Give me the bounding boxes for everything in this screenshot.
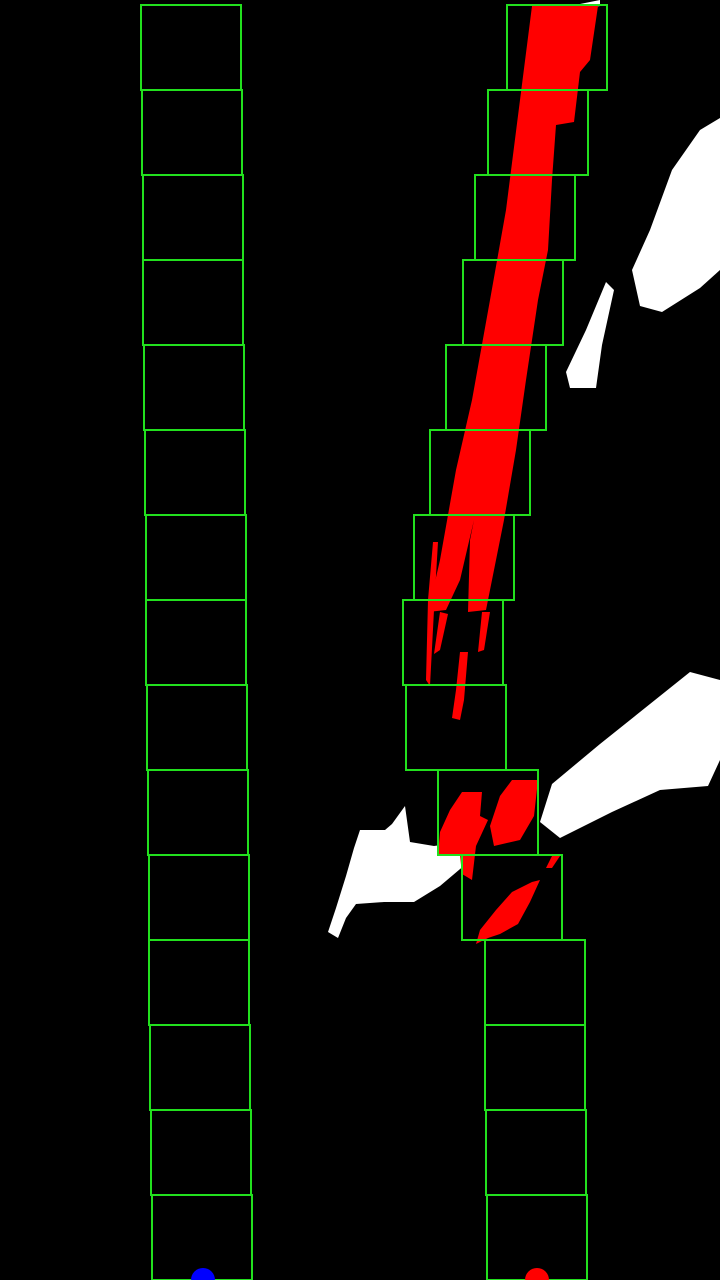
lane-pixel-fragment-4 <box>434 612 448 654</box>
lane-pixel-main-stroke <box>428 6 598 612</box>
right-lane-pixels <box>426 6 598 944</box>
lane-pixel-fragment-5 <box>546 856 560 868</box>
right-lane-windows <box>402 4 608 1280</box>
right-window-15 <box>486 1194 588 1280</box>
lane-pixel-cluster-right <box>490 780 538 846</box>
noise-blob-streak-right <box>566 282 614 388</box>
right-lane-base-marker <box>525 1268 549 1280</box>
lane-pixel-cluster-left <box>438 792 488 880</box>
noise-blob-middle-right <box>540 672 720 838</box>
noise-blob-middle-left <box>328 806 466 938</box>
lane-pixel-fragment-2 <box>478 612 490 652</box>
lane-pixel-cluster-lower <box>476 880 540 944</box>
lane-pixel-fragment-1 <box>426 542 438 686</box>
noise-blob-top-right <box>632 118 720 312</box>
left-window-15 <box>151 1194 253 1280</box>
left-lane-base-marker <box>191 1268 215 1280</box>
noise-pixels <box>328 0 720 938</box>
left-lane-windows <box>140 4 253 1280</box>
